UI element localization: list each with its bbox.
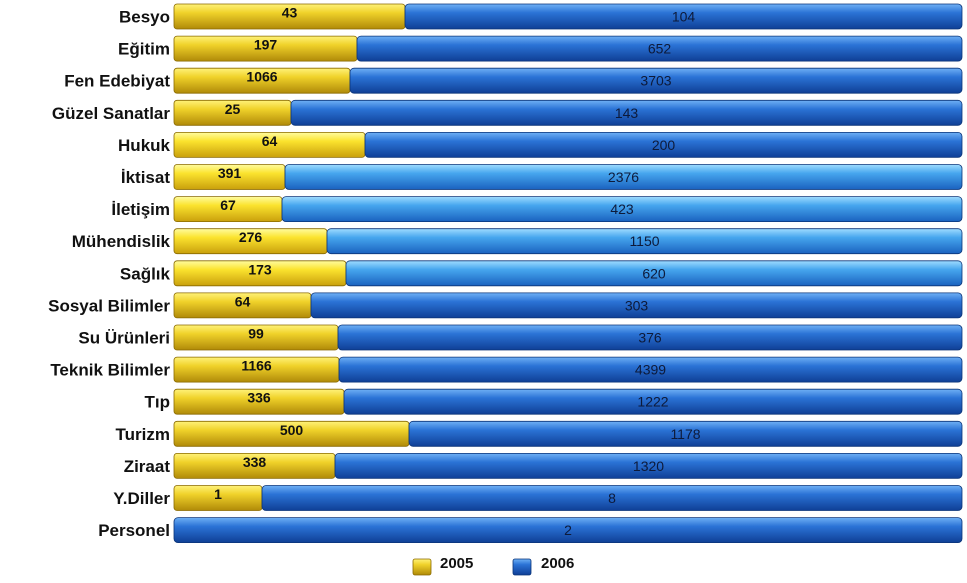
bar-2006	[261, 485, 963, 511]
category-label: Fen Edebiyat	[64, 72, 170, 91]
value-label-2006: 376	[638, 330, 662, 346]
value-label-2005: 25	[225, 101, 241, 117]
value-label-2005: 336	[247, 390, 271, 406]
value-label-2006: 1178	[670, 426, 700, 442]
legend-swatch-2006	[512, 558, 532, 576]
bar-2006	[404, 3, 963, 30]
bar-2006	[284, 164, 963, 190]
value-label-2006: 620	[642, 265, 666, 281]
legend-swatch-2005	[412, 558, 432, 576]
value-label-2005: 338	[243, 454, 267, 470]
value-label-2005: 67	[220, 197, 236, 213]
value-label-2005: 197	[254, 37, 278, 53]
category-label: Sosyal Bilimler	[48, 296, 170, 315]
value-label-2006: 1222	[637, 394, 668, 410]
value-label-2005: 1	[214, 486, 222, 502]
bar-2006	[345, 260, 963, 287]
bar-2006	[173, 517, 963, 543]
legend-label-2006: 2006	[541, 555, 574, 572]
value-label-2006: 104	[672, 9, 696, 25]
value-label-2005: 500	[280, 422, 304, 438]
bar-2006	[337, 324, 963, 351]
value-label-2005: 1066	[246, 69, 277, 85]
bar-2006	[326, 228, 963, 255]
value-label-2006: 200	[652, 137, 676, 153]
value-label-2006: 8	[608, 490, 616, 506]
value-label-2005: 173	[248, 261, 272, 277]
value-label-2006: 303	[625, 297, 649, 313]
category-label: Personel	[98, 521, 170, 540]
category-label: Y.Diller	[113, 489, 170, 508]
category-label: Su Ürünleri	[78, 329, 170, 348]
bar-2006	[364, 131, 963, 158]
category-label: Sağlık	[120, 264, 171, 283]
value-label-2006: 423	[610, 201, 634, 217]
value-label-2005: 276	[239, 229, 263, 245]
legend-label-2005: 2005	[440, 555, 473, 572]
value-label-2006: 143	[615, 105, 639, 121]
value-label-2006: 1150	[629, 233, 659, 249]
bar-2006	[334, 452, 963, 479]
category-label: İletişim	[111, 200, 170, 219]
category-label: Mühendislik	[72, 232, 171, 251]
value-label-2006: 652	[648, 41, 672, 57]
bar-2006	[338, 356, 963, 383]
category-label: Güzel Sanatlar	[52, 104, 170, 123]
category-label: İktisat	[121, 168, 170, 187]
category-label: Hukuk	[118, 136, 171, 155]
bar-2006	[281, 196, 963, 223]
value-label-2005: 1166	[241, 358, 272, 374]
value-label-2005: 99	[248, 326, 264, 342]
category-label: Ziraat	[124, 457, 171, 476]
value-label-2005: 64	[262, 133, 278, 149]
bar-2006	[310, 292, 963, 319]
value-label-2006: 1320	[633, 458, 664, 474]
value-label-2005: 43	[282, 5, 298, 21]
category-label: Teknik Bilimler	[50, 361, 170, 380]
value-label-2006: 2	[564, 522, 572, 538]
category-label: Besyo	[119, 8, 170, 27]
legend: 2005 2006	[412, 555, 574, 576]
bar-2006	[290, 99, 963, 126]
category-label: Tıp	[145, 393, 171, 412]
bar-2006	[356, 35, 963, 62]
bar-2006	[408, 420, 963, 447]
value-label-2006: 4399	[635, 362, 666, 378]
category-label: Eğitim	[118, 40, 170, 59]
value-label-2005: 64	[235, 293, 251, 309]
value-label-2006: 2376	[608, 169, 639, 185]
bar-2006	[343, 388, 963, 415]
bar-2006	[349, 67, 963, 94]
value-label-2006: 3703	[640, 73, 671, 89]
value-label-2005: 391	[218, 165, 242, 181]
category-label: Turizm	[116, 425, 170, 444]
